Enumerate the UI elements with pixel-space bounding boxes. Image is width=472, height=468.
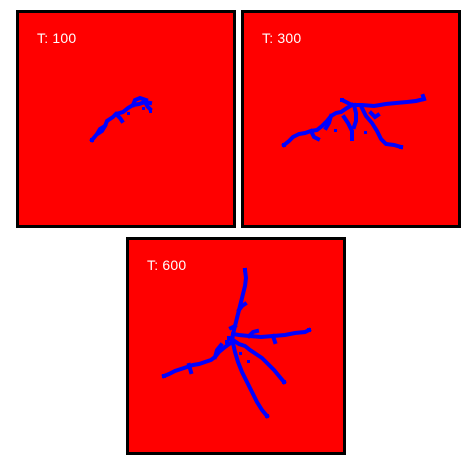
simulation-panel-t300: T: 300 (241, 10, 461, 228)
aggregate-cluster (244, 13, 458, 225)
simulation-panel-t600: T: 600 (126, 237, 346, 455)
aggregate-cluster (19, 13, 233, 225)
simulation-panel-t100: T: 100 (16, 10, 236, 228)
aggregate-cluster (129, 240, 343, 452)
